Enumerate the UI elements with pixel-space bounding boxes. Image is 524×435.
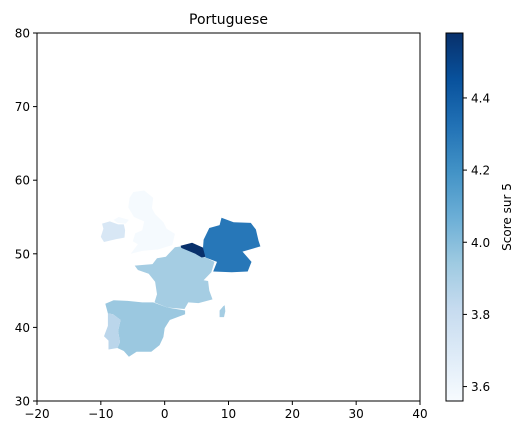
y-axis: 30 40 50 60 70 80 xyxy=(15,27,37,409)
y-tick-label: 60 xyxy=(15,174,30,188)
region-northern-ireland xyxy=(113,217,129,224)
x-tick-label: 0 xyxy=(161,407,169,421)
y-tick-label: 50 xyxy=(15,247,30,261)
x-tick-label: 30 xyxy=(349,407,364,421)
region-corsica xyxy=(219,305,226,318)
x-axis: −20 −10 0 10 20 30 40 xyxy=(24,401,428,421)
map-regions xyxy=(100,190,261,357)
colorbar-label: Score sur 5 xyxy=(500,183,514,251)
region-portugal xyxy=(104,313,121,350)
x-tick-label: −10 xyxy=(88,407,113,421)
x-tick-label: 20 xyxy=(285,407,300,421)
x-tick-label: 40 xyxy=(412,407,427,421)
colorbar-ticks: 3.6 3.8 4.0 4.2 4.4 xyxy=(463,91,490,394)
x-tick-label: 10 xyxy=(221,407,236,421)
y-tick-label: 80 xyxy=(15,27,30,41)
y-tick-label: 40 xyxy=(15,321,30,335)
colorbar-tick-label: 3.6 xyxy=(471,380,490,394)
colorbar-tick-label: 3.8 xyxy=(471,308,490,322)
colorbar xyxy=(445,32,464,402)
region-germany xyxy=(203,217,261,273)
colorbar-tick-label: 4.2 xyxy=(471,164,490,178)
chart-title: Portuguese xyxy=(189,12,268,28)
region-spain xyxy=(105,300,186,357)
y-tick-label: 70 xyxy=(15,100,30,114)
region-belgium-luxembourg xyxy=(180,242,206,258)
y-tick-label: 30 xyxy=(15,395,30,409)
region-united-kingdom xyxy=(128,190,175,254)
colorbar-tick-label: 4.4 xyxy=(471,91,490,105)
region-ireland xyxy=(100,221,126,242)
colorbar-tick-label: 4.0 xyxy=(471,236,490,250)
plot-frame xyxy=(36,32,421,402)
x-tick-label: −20 xyxy=(24,407,49,421)
region-france xyxy=(134,246,215,309)
